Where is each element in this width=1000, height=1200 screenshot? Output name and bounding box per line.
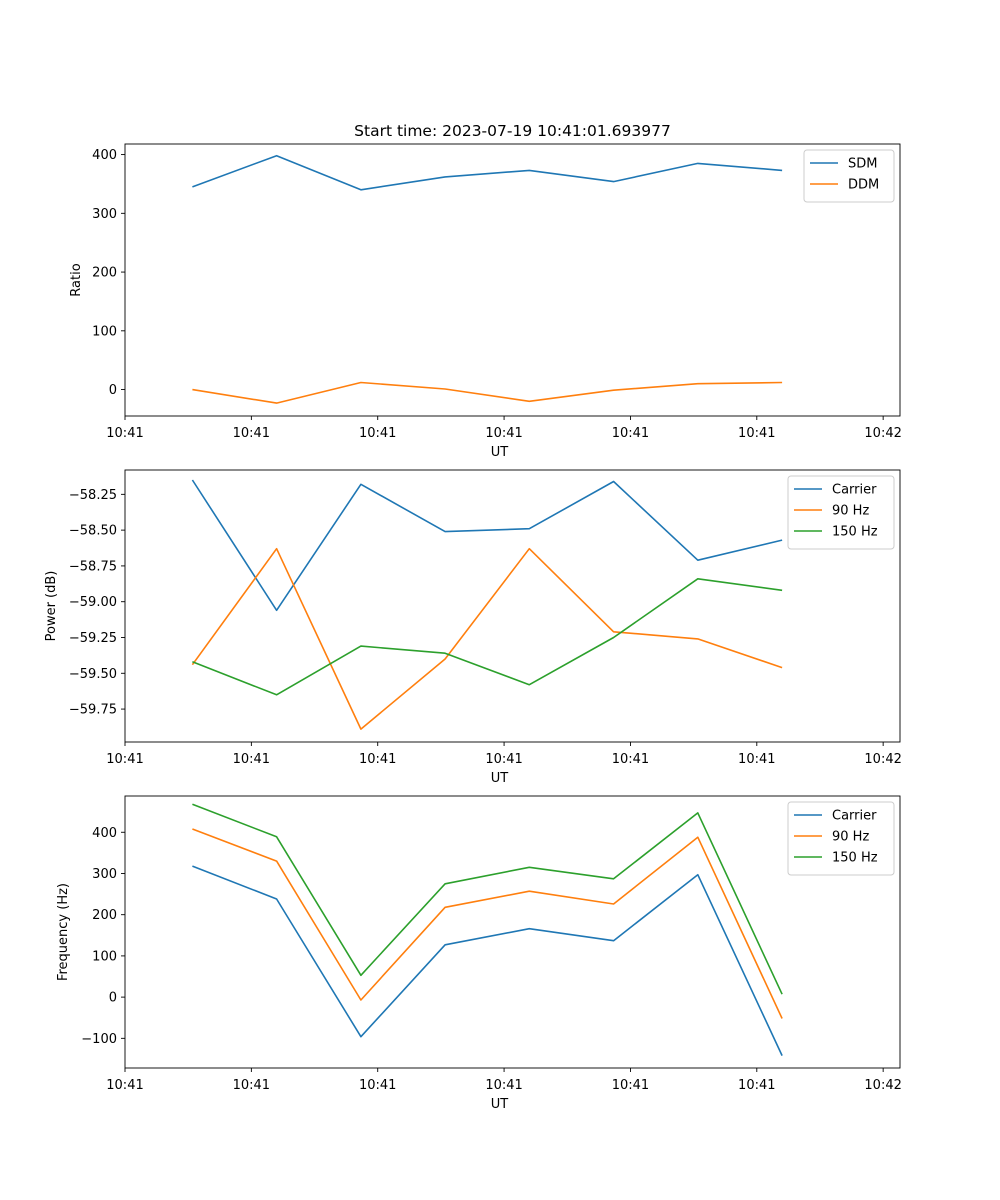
series-line-90-hz xyxy=(191,547,783,730)
x-tick-label: 10:42 xyxy=(864,1078,901,1093)
legend-entry: DDM xyxy=(848,178,879,193)
x-tick-label: 10:41 xyxy=(106,752,143,767)
y-tick-label: −59.75 xyxy=(69,703,117,718)
y-tick-label: 0 xyxy=(109,383,117,398)
x-tick-label: 10:41 xyxy=(485,1078,522,1093)
x-tick-label: 10:41 xyxy=(359,752,396,767)
series-line-150-hz xyxy=(192,577,783,696)
series-line-ddm xyxy=(192,381,783,404)
x-tick-label: 10:41 xyxy=(233,752,270,767)
x-tick-label: 10:41 xyxy=(233,426,270,441)
legend-entry: Carrier xyxy=(832,483,877,498)
series-line-sdm xyxy=(192,154,783,191)
y-tick-label: 300 xyxy=(92,207,117,222)
axes-frame xyxy=(124,795,901,1069)
x-tick-label: 10:41 xyxy=(485,752,522,767)
ratio-panel: 10:41 10:41 10:41 10:41 10:41 10:41 10:42 0 100 2… xyxy=(69,143,902,460)
legend-entry: SDM xyxy=(848,157,877,172)
axes-frame xyxy=(124,143,901,417)
x-tick-label: 10:41 xyxy=(612,426,649,441)
y-tick-label: −100 xyxy=(81,1032,117,1047)
y-tick-label: 200 xyxy=(92,908,117,923)
power-panel: 10:41 10:41 10:41 10:41 10:41 10:41 10:42 −58.2… xyxy=(44,469,902,786)
figure-title: Start time: 2023-07-19 10:41:01.693977 xyxy=(354,122,671,140)
series-line-150-hz xyxy=(192,803,783,995)
y-tick-label: 100 xyxy=(92,324,117,339)
y-tick-label: −59.50 xyxy=(69,667,117,682)
x-tick-label: 10:41 xyxy=(359,1078,396,1093)
legend: Carrier 90 Hz 150 Hz xyxy=(787,475,895,550)
axes-frame xyxy=(124,469,901,743)
legend-entry: Carrier xyxy=(832,809,877,824)
x-tick-label: 10:42 xyxy=(864,752,901,767)
x-tick-label: 10:41 xyxy=(612,752,649,767)
y-tick-label: −58.50 xyxy=(69,524,117,539)
legend: Carrier 90 Hz 150 Hz xyxy=(787,801,895,876)
x-tick-label: 10:41 xyxy=(612,1078,649,1093)
series-line-carrier xyxy=(191,479,783,612)
y-tick-label: −58.25 xyxy=(69,488,117,503)
y-tick-label: 400 xyxy=(92,826,117,841)
x-axis-label: UT xyxy=(491,1097,509,1112)
x-axis-label: UT xyxy=(491,445,509,460)
legend-entry: 90 Hz xyxy=(832,830,869,845)
x-tick-label: 10:41 xyxy=(738,426,775,441)
legend-entry: 90 Hz xyxy=(832,504,869,519)
series-line-carrier xyxy=(192,865,783,1056)
series-line-90-hz xyxy=(192,828,783,1019)
y-axis-label: Frequency (Hz) xyxy=(56,883,71,981)
frequency-panel: 10:41 10:41 10:41 10:41 10:41 10:41 10:42 −100 0… xyxy=(56,795,902,1112)
x-tick-label: 10:41 xyxy=(738,1078,775,1093)
x-tick-label: 10:42 xyxy=(864,426,901,441)
y-axis-label: Ratio xyxy=(69,263,84,296)
y-tick-label: −59.25 xyxy=(69,631,117,646)
x-tick-label: 10:41 xyxy=(106,1078,143,1093)
y-tick-label: 0 xyxy=(109,991,117,1006)
y-tick-label: −59.00 xyxy=(69,595,117,610)
legend-entry: 150 Hz xyxy=(832,525,878,540)
x-tick-label: 10:41 xyxy=(106,426,143,441)
legend-entry: 150 Hz xyxy=(832,851,878,866)
y-tick-label: 400 xyxy=(92,148,117,163)
y-axis-label: Power (dB) xyxy=(44,571,59,642)
legend: SDM DDM xyxy=(803,149,895,203)
x-axis-label: UT xyxy=(491,771,509,786)
y-tick-label: 200 xyxy=(92,266,117,281)
x-tick-label: 10:41 xyxy=(359,426,396,441)
y-tick-label: 300 xyxy=(92,867,117,882)
x-tick-label: 10:41 xyxy=(738,752,775,767)
y-tick-label: −58.75 xyxy=(69,559,117,574)
y-tick-label: 100 xyxy=(92,949,117,964)
x-tick-label: 10:41 xyxy=(233,1078,270,1093)
x-tick-label: 10:41 xyxy=(485,426,522,441)
